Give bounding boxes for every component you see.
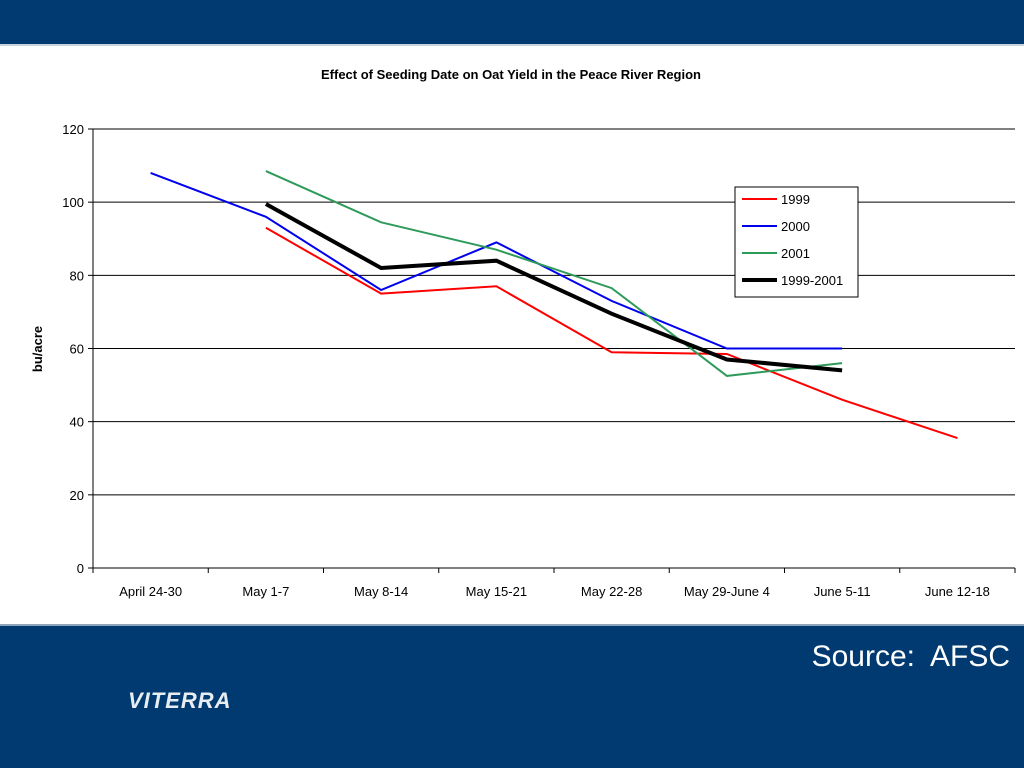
x-tick-label: May 1-7 xyxy=(242,584,289,599)
legend-label: 1999 xyxy=(781,192,810,207)
series-line-2000 xyxy=(150,171,843,350)
top-banner-rule xyxy=(0,44,1024,46)
series-lines xyxy=(150,170,958,440)
y-tick-label: 120 xyxy=(62,122,84,137)
gridlines xyxy=(93,128,1015,496)
y-tick-label: 40 xyxy=(70,415,84,430)
y-tick-label: 0 xyxy=(77,561,84,576)
x-tick-label: May 15-21 xyxy=(466,584,527,599)
chart-legend: 1999 2000 2001 1999-2001 xyxy=(734,186,859,298)
x-tick-label: June 12-18 xyxy=(925,584,990,599)
legend-label: 2001 xyxy=(781,246,810,261)
series-line-1999-2001 xyxy=(264,202,843,373)
series-line-2001 xyxy=(265,170,843,377)
x-tick-label: April 24-30 xyxy=(119,584,182,599)
x-tick-label: May 22-28 xyxy=(581,584,642,599)
y-tick-label: 80 xyxy=(70,268,84,283)
y-axis-label: bu/acre xyxy=(30,326,45,372)
top-banner xyxy=(0,0,1024,44)
y-tick-label: 20 xyxy=(70,488,84,503)
source-note: Source: AFSC xyxy=(811,640,1010,673)
legend-label: 2000 xyxy=(781,219,810,234)
line-chart: Effect of Seeding Date on Oat Yield in t… xyxy=(30,67,1016,599)
bottom-banner-rule xyxy=(0,624,1024,626)
y-tick-label: 60 xyxy=(70,342,84,357)
x-tick-label: May 29-June 4 xyxy=(684,584,770,599)
x-axis-ticks: April 24-30 May 1-7 May 8-14 May 15-21 May 2… xyxy=(92,568,1016,599)
legend-label: 1999-2001 xyxy=(781,273,843,288)
y-tick-label: 100 xyxy=(62,195,84,210)
x-tick-label: June 5-11 xyxy=(814,584,871,599)
y-axis-ticks: 0 20 40 60 80 100 120 xyxy=(62,122,93,576)
x-tick-label: May 8-14 xyxy=(354,584,408,599)
bottom-banner xyxy=(0,626,1024,768)
chart-title: Effect of Seeding Date on Oat Yield in t… xyxy=(321,67,701,82)
viterra-logo: VITERRA xyxy=(128,688,232,713)
series-line-1999 xyxy=(265,226,958,440)
